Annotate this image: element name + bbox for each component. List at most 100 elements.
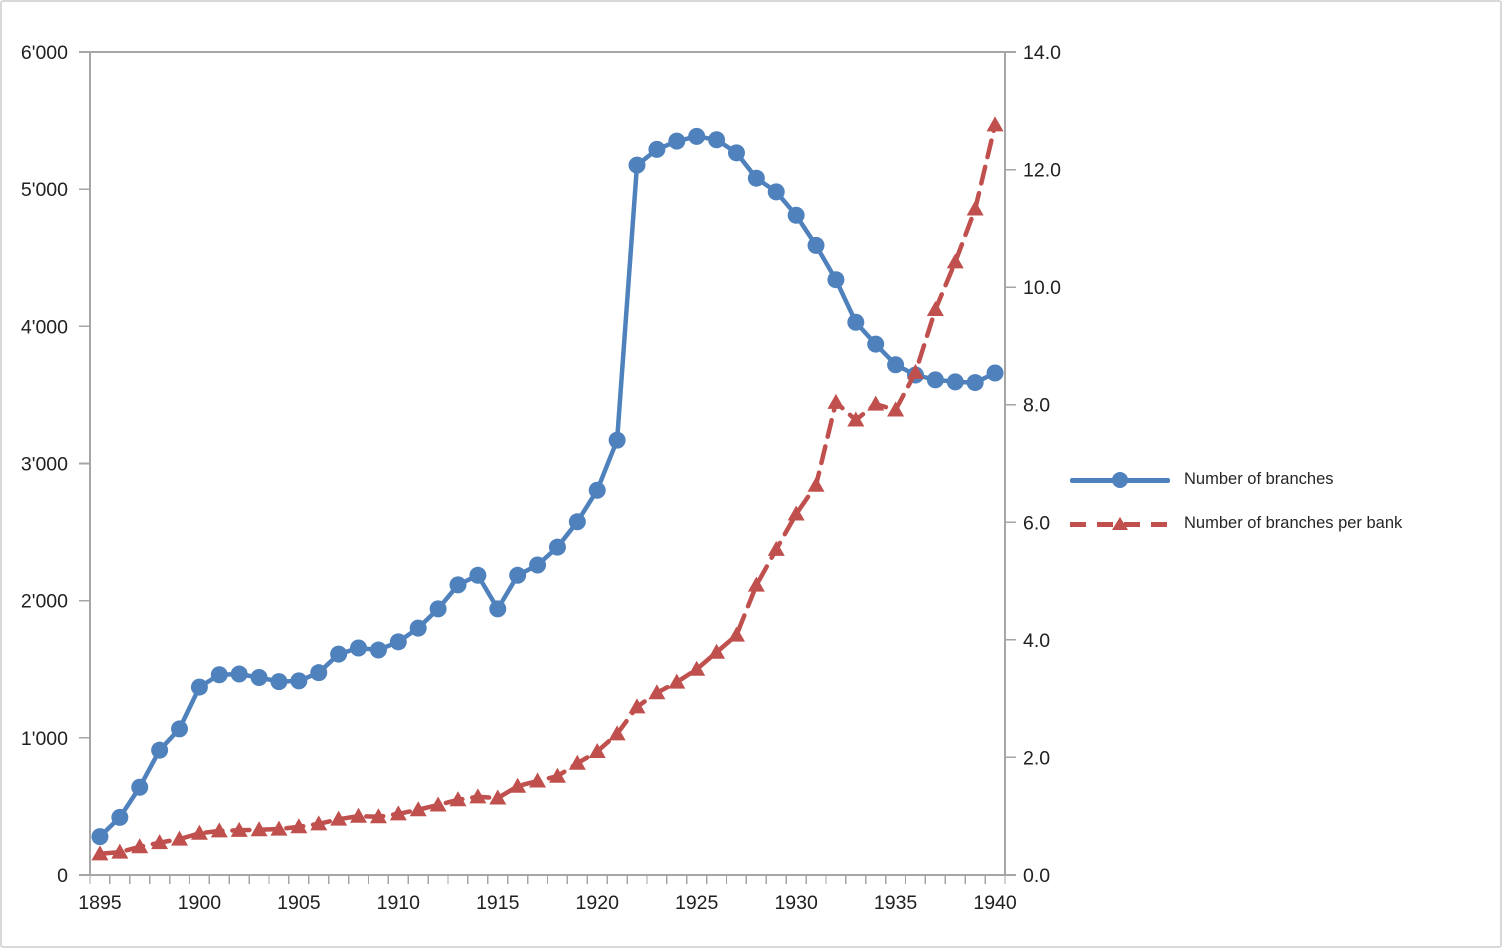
legend-dashed-triangle-sample: [1070, 515, 1170, 533]
data-point-triangle: [548, 767, 566, 783]
data-point-triangle: [310, 815, 328, 831]
x-tick-label: 1905: [277, 892, 321, 914]
data-point-triangle: [946, 253, 964, 269]
data-point-circle: [867, 335, 885, 353]
x-tick-label: 1915: [476, 892, 520, 914]
data-point-triangle: [966, 200, 984, 216]
data-point-triangle: [270, 820, 288, 836]
data-point-circle: [151, 741, 169, 759]
data-point-circle: [628, 156, 646, 174]
legend-label-number-of-branches-per-bank: Number of branches per bank: [1184, 514, 1403, 532]
data-point-circle: [270, 673, 288, 691]
y-left-tick-label: 1'000: [21, 728, 68, 750]
data-point-circle: [250, 668, 268, 686]
data-point-circle: [926, 371, 944, 389]
data-point-triangle: [210, 822, 228, 838]
data-point-circle: [131, 778, 149, 796]
data-point-circle: [548, 538, 566, 556]
y-right-tick-label: 4.0: [1023, 630, 1050, 652]
x-tick-label: 1925: [675, 892, 719, 914]
y-axis-right: 0.0 2.0 4.0 6.0 8.0 10.0 12.0 14.0: [1005, 42, 1061, 887]
data-point-triangle: [449, 791, 467, 807]
data-point-circle: [210, 666, 228, 684]
data-point-circle: [190, 678, 208, 696]
data-point-triangle: [708, 643, 726, 659]
data-point-circle: [668, 132, 686, 150]
data-point-circle: [230, 665, 248, 683]
data-point-circle: [648, 140, 666, 158]
series-number-of-branches-per-bank: [91, 116, 1004, 861]
data-point-triangle: [787, 505, 805, 521]
data-point-circle: [568, 513, 586, 531]
data-point-triangle: [688, 660, 706, 676]
y-axis-left: 0 1'000 2'000 3'000 4'000 5'000 6'000: [21, 42, 90, 887]
data-point-triangle: [131, 838, 149, 854]
data-point-triangle: [906, 363, 924, 379]
data-point-circle: [350, 639, 368, 657]
data-point-circle: [449, 576, 467, 594]
data-point-triangle: [568, 754, 586, 770]
data-point-triangle: [926, 300, 944, 316]
data-point-circle: [966, 374, 984, 392]
data-point-triangle: [628, 698, 646, 714]
data-point-triangle: [827, 393, 845, 409]
data-point-triangle: [230, 821, 248, 837]
data-point-triangle: [608, 725, 626, 741]
data-point-circle: [310, 664, 328, 682]
data-point-triangle: [986, 116, 1004, 132]
data-point-circle: [489, 600, 507, 618]
x-tick-label: 1920: [576, 892, 620, 914]
y-left-tick-label: 3'000: [21, 454, 68, 476]
data-point-triangle: [648, 684, 666, 700]
data-point-circle: [389, 633, 407, 651]
y-left-tick-label: 4'000: [21, 316, 68, 338]
data-point-triangle: [807, 476, 825, 492]
legend: Number of branches Number of branches pe…: [1070, 470, 1402, 533]
x-tick-label: 1930: [774, 892, 818, 914]
y-left-tick-label: 5'000: [21, 179, 68, 201]
data-point-triangle: [747, 576, 765, 592]
y-left-tick-label: 6'000: [21, 42, 68, 64]
data-point-circle: [409, 619, 427, 637]
data-point-circle: [847, 313, 865, 331]
data-point-triangle: [250, 821, 268, 837]
data-point-circle: [787, 206, 805, 224]
data-point-circle: [767, 183, 785, 201]
data-point-circle: [369, 641, 387, 659]
data-point-circle: [171, 720, 189, 738]
data-point-triangle: [350, 807, 368, 823]
x-tick-label: 1935: [874, 892, 918, 914]
data-point-circle: [827, 271, 845, 289]
data-point-circle: [529, 556, 547, 574]
data-point-triangle: [409, 801, 427, 817]
y-right-tick-label: 10.0: [1023, 277, 1061, 299]
data-point-circle: [946, 373, 964, 391]
data-point-triangle: [111, 843, 129, 859]
legend-item-number-of-branches-per-bank: Number of branches per bank: [1070, 514, 1402, 533]
data-point-circle: [330, 645, 348, 663]
data-point-circle: [986, 364, 1004, 382]
data-point-triangle: [369, 808, 387, 824]
y-left-tick-label: 2'000: [21, 591, 68, 613]
data-point-triangle: [389, 805, 407, 821]
data-point-circle: [688, 127, 706, 145]
data-point-triangle: [668, 673, 686, 689]
data-point-circle: [111, 808, 129, 826]
data-point-circle: [727, 144, 745, 162]
y-right-tick-label: 6.0: [1023, 512, 1050, 534]
y-right-tick-label: 8.0: [1023, 395, 1050, 417]
circle-marker-icon: [1112, 471, 1128, 488]
y-right-tick-label: 2.0: [1023, 747, 1050, 769]
x-tick-label: 1900: [178, 892, 222, 914]
data-point-triangle: [190, 824, 208, 840]
x-tick-label: 1940: [973, 892, 1017, 914]
data-point-triangle: [489, 789, 507, 805]
triangle-marker-icon: [1112, 516, 1128, 530]
data-point-triangle: [509, 777, 527, 793]
series-number-of-branches: [91, 127, 1004, 846]
data-point-circle: [469, 566, 487, 584]
y-right-tick-label: 0.0: [1023, 865, 1050, 887]
data-point-circle: [708, 131, 726, 149]
data-point-triangle: [469, 788, 487, 804]
